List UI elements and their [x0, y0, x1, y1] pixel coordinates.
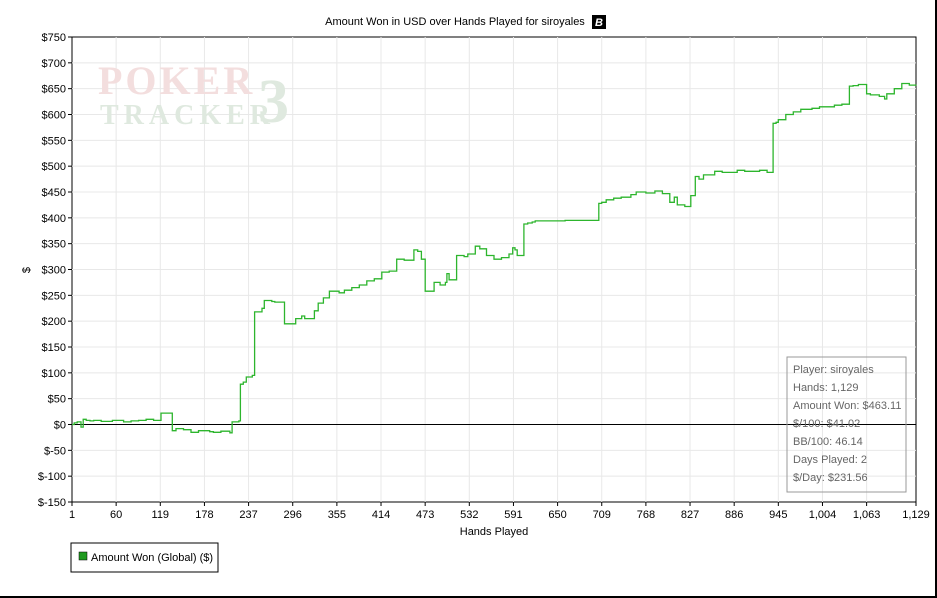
x-tick-label: 60 — [110, 509, 122, 521]
y-tick-label: $50 — [48, 394, 66, 406]
y-axis-title: $ — [21, 267, 33, 273]
x-tick-label: 945 — [769, 509, 787, 521]
x-tick-label: 591 — [504, 509, 522, 521]
x-tick-label: 1,063 — [853, 509, 881, 521]
x-tick-label: 1,129 — [902, 509, 930, 521]
series-line-amount-won — [72, 82, 917, 434]
y-tick-label: $0 — [54, 420, 66, 432]
x-tick-label: 473 — [416, 509, 434, 521]
y-tick-label: $300 — [42, 265, 66, 277]
title-badge-label: B — [595, 17, 603, 29]
x-tick-label: 119 — [152, 509, 170, 521]
stat-line: $/Day: $231.56 — [793, 472, 868, 484]
x-tick-label: 886 — [725, 509, 743, 521]
x-axis-ticks: 1 60 119 178 237 296 355 414 473 532 591 650 709 768 8… — [69, 502, 930, 521]
legend-border — [70, 542, 219, 573]
x-tick-label: 178 — [195, 509, 213, 521]
stats-box-border — [786, 356, 907, 493]
y-tick-label: $600 — [42, 110, 66, 122]
watermark-mark: 3 — [258, 68, 289, 136]
title-badge-box — [592, 15, 606, 29]
y-tick-label: $700 — [42, 58, 66, 70]
legend-swatch — [78, 551, 88, 561]
stats-lines: Player: siroyales Hands: 1,129 Amount Won:… — [793, 364, 901, 484]
y-tick-label: $650 — [42, 84, 66, 96]
watermark-poker: POKER — [98, 58, 255, 103]
stat-line: Days Played: 2 — [793, 454, 867, 466]
y-tick-label: $-100 — [38, 471, 66, 483]
legend: Amount Won (Global) ($) — [70, 542, 219, 573]
poker-tracker-watermark: POKER TRACKER 3 — [98, 58, 289, 136]
y-tick-label: $-50 — [44, 445, 66, 457]
y-tick-label: $150 — [42, 342, 66, 354]
stats-box: Player: siroyales Hands: 1,129 Amount Won:… — [786, 356, 907, 493]
x-tick-label: 650 — [548, 509, 566, 521]
x-tick-label: 827 — [681, 509, 699, 521]
title-badge: B — [592, 15, 606, 29]
y-tick-label: $500 — [42, 161, 66, 173]
y-tick-label: $200 — [42, 316, 66, 328]
x-tick-label: 296 — [284, 509, 302, 521]
y-tick-label: $350 — [42, 239, 66, 251]
y-tick-label: $750 — [42, 32, 66, 44]
watermark-tracker: TRACKER — [100, 100, 275, 131]
stat-line: $/100: $41.02 — [793, 418, 860, 430]
stat-line: BB/100: 46.14 — [793, 436, 863, 448]
y-tick-label: $-150 — [38, 497, 66, 509]
legend-label: Amount Won (Global) ($) — [91, 552, 213, 564]
stat-line: Hands: 1,129 — [793, 382, 858, 394]
x-tick-label: 355 — [328, 509, 346, 521]
y-tick-label: $550 — [42, 135, 66, 147]
x-tick-label: 532 — [460, 509, 478, 521]
x-tick-label: 1 — [69, 509, 75, 521]
x-tick-label: 709 — [593, 509, 611, 521]
x-tick-label: 768 — [637, 509, 655, 521]
stat-line: Amount Won: $463.11 — [793, 400, 901, 412]
x-tick-label: 237 — [239, 509, 257, 521]
y-tick-label: $450 — [42, 187, 66, 199]
stat-line: Player: siroyales — [793, 364, 874, 376]
x-tick-label: 1,004 — [809, 509, 837, 521]
y-tick-label: $100 — [42, 368, 66, 380]
x-axis-title: Hands Played — [460, 526, 529, 538]
x-tick-label: 414 — [372, 509, 390, 521]
chart-title: Amount Won in USD over Hands Played for … — [325, 16, 585, 28]
y-axis-ticks: $-150 $-100 $-50 $0 $50 $100 $150 $200 $250 $300 $… — [38, 32, 72, 509]
y-tick-label: $250 — [42, 290, 66, 302]
y-tick-label: $400 — [42, 213, 66, 225]
